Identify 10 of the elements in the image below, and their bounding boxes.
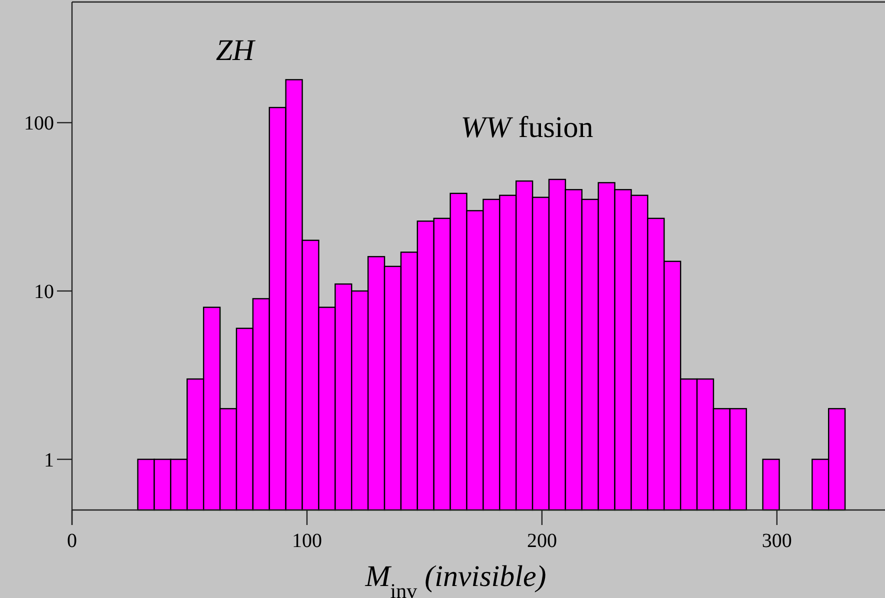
x-axis-title: M$_{inv}$(invisible)	[364, 560, 546, 598]
x-tick-label: 200	[526, 530, 557, 552]
annotation: WW fusion	[460, 111, 594, 144]
x-tick-label: 0	[67, 530, 77, 552]
y-tick-label: 1	[44, 449, 54, 472]
y-tick-label: 10	[34, 280, 54, 303]
annotation: ZH	[216, 34, 257, 67]
y-tick-label: 100	[24, 112, 54, 135]
x-tick-label: 100	[292, 530, 322, 552]
x-tick-label: 300	[762, 530, 792, 552]
